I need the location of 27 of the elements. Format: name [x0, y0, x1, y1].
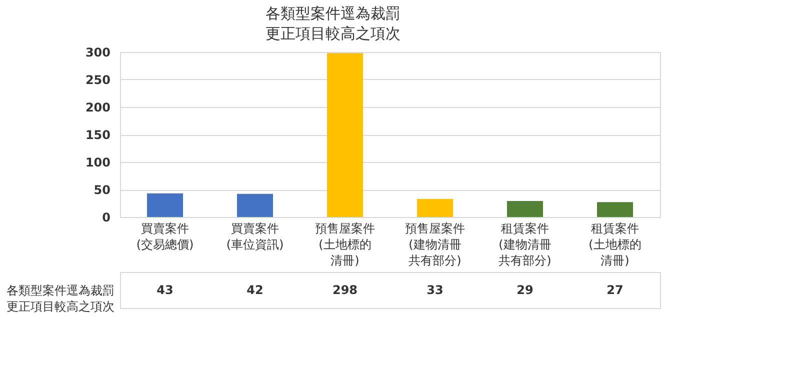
data-label: 33 [426, 283, 444, 297]
data-label: 42 [246, 283, 264, 297]
bar [327, 53, 363, 217]
series-label: 各類型案件逕為裁罰更正項目較高之項次 [266, 4, 400, 42]
bar [507, 201, 543, 217]
text: 各類型案件逕為裁罰更正項目較高之項次 [6, 284, 114, 314]
data-label: 29 [516, 283, 534, 297]
y-tick-label: 50 [94, 183, 110, 197]
data-label: 298 [332, 283, 358, 297]
y-tick-label: 250 [85, 73, 110, 87]
y-tick-label: 100 [85, 156, 110, 170]
bar [597, 202, 633, 217]
y-tick-label: 150 [85, 128, 110, 142]
x-tick-label: 買賣案件(車位資訊) [226, 222, 284, 252]
bar [147, 193, 183, 217]
y-tick-label: 200 [85, 100, 110, 114]
x-tick-label: 租賃案件(土地標的清冊) [588, 222, 642, 268]
x-tick-label: 預售屋案件(建物清冊共有部分) [405, 222, 465, 268]
bar [417, 198, 453, 217]
data-label: 27 [606, 283, 624, 297]
bar [237, 194, 273, 217]
y-tick-label: 300 [85, 46, 110, 60]
x-tick-label: 買賣案件(交易總價) [136, 222, 194, 252]
x-tick-label: 預售屋案件(土地標的清冊) [315, 222, 375, 268]
y-tick-label: 0 [102, 210, 110, 224]
x-tick-label: 租賃案件(建物清冊共有部分) [498, 222, 552, 268]
data-label: 43 [156, 283, 174, 297]
